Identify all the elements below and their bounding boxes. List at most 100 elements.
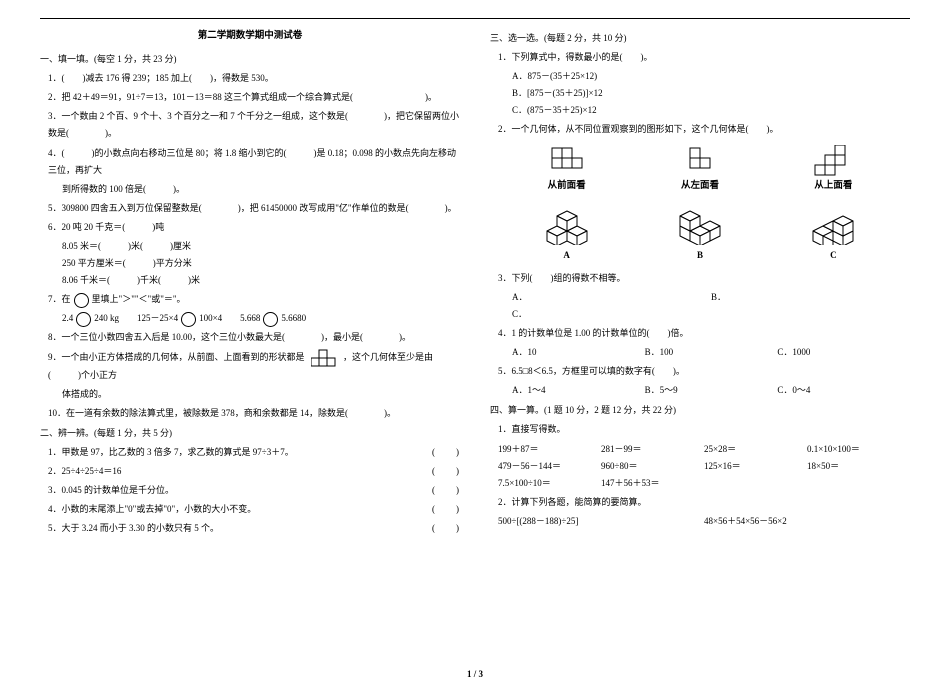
r1a: 199＋87＝ <box>498 441 601 458</box>
circle-icon <box>76 312 91 327</box>
opt-a-label: A <box>500 247 633 264</box>
q4a: A．10 <box>512 344 645 361</box>
judge-bracket: ( ) <box>432 463 460 480</box>
q5c: C．0～4 <box>777 382 910 399</box>
q1-9c: 体搭成的。 <box>62 386 460 403</box>
judge-bracket: ( ) <box>432 482 460 499</box>
option-a: A <box>500 201 633 264</box>
q1-6a: 8.05 米＝( )米( )厘米 <box>62 238 460 255</box>
solid-a-icon <box>539 201 595 245</box>
section-1-header: 一、填一填。(每空 1 分，共 23 分) <box>40 51 460 68</box>
q1-7: 7．在 里填上"＞""＜"或"＝"。 <box>48 291 460 308</box>
r1d: 0.1×10×100＝ <box>807 441 910 458</box>
r3a: 7.5×100÷10＝ <box>498 475 601 492</box>
circle-icon <box>181 312 196 327</box>
q7-t3: 100×4 5.668 <box>199 313 260 323</box>
c2: 2．计算下列各题，能简算的要简算。 <box>498 494 910 511</box>
j2: 2．25÷4÷25÷4＝16( ) <box>48 463 460 480</box>
top-view-icon <box>813 145 853 177</box>
r2b: 960÷80＝ <box>601 458 704 475</box>
q7-t1: 2.4 <box>62 313 73 323</box>
q1-2: 2．把 42＋49＝91，91÷7＝13，101－13＝88 这三个算式组成一个… <box>48 89 460 106</box>
q3-4-opts: A．10 B．100 C．1000 <box>512 344 910 361</box>
q1-4b: 到所得数的 100 倍是( )。 <box>62 181 460 198</box>
top-view: 从上面看 <box>767 145 900 195</box>
page-number: 1 / 3 <box>467 666 483 683</box>
front-view: 从前面看 <box>500 145 633 195</box>
q3b: B． <box>711 289 910 306</box>
q1-3: 3．一个数由 2 个百、9 个十、3 个百分之一和 7 个千分之一组成，这个数是… <box>48 108 460 142</box>
options-row: A B <box>490 201 910 264</box>
opt-b-label: B <box>633 247 766 264</box>
q3a: A． <box>512 289 711 306</box>
section-3-header: 三、选一选。(每题 2 分，共 10 分) <box>490 30 910 47</box>
q1-6c: 8.06 千米＝( )千米( )米 <box>62 272 460 289</box>
q4c: C．1000 <box>777 344 910 361</box>
q7-t2: 240 kg 125－25×4 <box>94 313 178 323</box>
tetromino-icon <box>311 349 337 367</box>
front-view-icon <box>547 145 587 177</box>
q7-t4: 5.6680 <box>281 313 306 323</box>
judge-bracket: ( ) <box>432 444 460 461</box>
q3-3-opts: A． B． <box>512 289 910 306</box>
section-4-header: 四、算一算。(1 题 10 分，2 题 12 分，共 22 分) <box>490 402 910 419</box>
circle-icon <box>74 293 89 308</box>
j5: 5．大于 3.24 而小于 3.30 的小数只有 5 个。( ) <box>48 520 460 537</box>
r3b: 147＋56＋53＝ <box>601 475 704 492</box>
left-view: 从左面看 <box>633 145 766 195</box>
q3-5-opts: A．1～4 B．5～9 C．0～4 <box>512 382 910 399</box>
exam-title: 第二学期数学期中测试卷 <box>40 27 460 45</box>
r2c: 125×16＝ <box>704 458 807 475</box>
q3-2: 2．一个几何体，从不同位置观察到的图形如下，这个几何体是( )。 <box>498 121 910 138</box>
circle-icon <box>263 312 278 327</box>
calc-row-2: 479－56－144＝ 960÷80＝ 125×16＝ 18×50＝ <box>498 458 910 475</box>
left-label: 从左面看 <box>681 181 719 191</box>
q7-suffix: 里填上"＞""＜"或"＝"。 <box>92 294 186 304</box>
r4b: 48×56＋54×56－56×2 <box>704 513 910 530</box>
q1-8: 8．一个三位小数四舍五入后是 10.00，这个三位小数最大是( )，最小是( )… <box>48 329 460 346</box>
top-label: 从上面看 <box>814 181 852 191</box>
q5a: A．1～4 <box>512 382 645 399</box>
q9-a: 9．一个由小正方体搭成的几何体，从前面、上面看到的形状都是 <box>48 352 305 362</box>
q3-1a: A．875－(35＋25×12) <box>512 68 910 85</box>
judge-bracket: ( ) <box>432 501 460 518</box>
judge-bracket: ( ) <box>432 520 460 537</box>
c1: 1．直接写得数。 <box>498 421 910 438</box>
left-view-icon <box>680 145 720 177</box>
r1c: 25×28＝ <box>704 441 807 458</box>
q3-5: 5．6.5□8＜6.5，方框里可以填的数字有( )。 <box>498 363 910 380</box>
q3-1c: C．(875－35＋25)×12 <box>512 102 910 119</box>
q1-6b: 250 平方厘米＝( )平方分米 <box>62 255 460 272</box>
q1-7-compare: 2.4 240 kg 125－25×4 100×4 5.668 5.6680 <box>62 310 460 327</box>
q1-6: 6．20 吨 20 千克＝( )吨 <box>48 219 460 236</box>
opt-c-label: C <box>767 247 900 264</box>
left-column: 第二学期数学期中测试卷 一、填一填。(每空 1 分，共 23 分) 1．( )减… <box>40 27 460 539</box>
q5b: B．5～9 <box>645 382 778 399</box>
option-c: C <box>767 201 900 264</box>
q1-10: 10．在一道有余数的除法算式里，被除数是 378，商和余数都是 14，除数是( … <box>48 405 460 422</box>
q3c: C． <box>512 306 910 323</box>
q3-4: 4．1 的计数单位是 1.00 的计数单位的( )倍。 <box>498 325 910 342</box>
calc-row-1: 199＋87＝ 281－99＝ 25×28＝ 0.1×10×100＝ <box>498 441 910 458</box>
r2a: 479－56－144＝ <box>498 458 601 475</box>
r1b: 281－99＝ <box>601 441 704 458</box>
solid-b-icon <box>672 201 728 245</box>
calc-row-4: 500÷[(288－188)÷25] 48×56＋54×56－56×2 <box>498 513 910 530</box>
q7-prefix: 7．在 <box>48 294 71 304</box>
option-b: B <box>633 201 766 264</box>
section-2-header: 二、辨一辨。(每题 1 分，共 5 分) <box>40 425 460 442</box>
j4: 4．小数的末尾添上"0"或去掉"0"，小数的大小不变。( ) <box>48 501 460 518</box>
front-label: 从前面看 <box>548 181 586 191</box>
r4a: 500÷[(288－188)÷25] <box>498 513 704 530</box>
q4b: B．100 <box>645 344 778 361</box>
solid-c-icon <box>805 201 861 245</box>
r2d: 18×50＝ <box>807 458 910 475</box>
q3-1b: B．[875－(35＋25)]×12 <box>512 85 910 102</box>
q1-9: 9．一个由小正方体搭成的几何体，从前面、上面看到的形状都是 ，这个几何体至少是由… <box>48 349 460 384</box>
q1-1: 1．( )减去 176 得 239；185 加上( )，得数是 530。 <box>48 70 460 87</box>
q1-5: 5．309800 四舍五入到万位保留整数是( )，把 61450000 改写成用… <box>48 200 460 217</box>
q3-3: 3．下列( )组的得数不相等。 <box>498 270 910 287</box>
j3: 3．0.045 的计数单位是千分位。( ) <box>48 482 460 499</box>
calc-row-3: 7.5×100÷10＝ 147＋56＋53＝ <box>498 475 910 492</box>
j1: 1．甲数是 97，比乙数的 3 倍多 7，求乙数的算式是 97÷3＋7。( ) <box>48 444 460 461</box>
